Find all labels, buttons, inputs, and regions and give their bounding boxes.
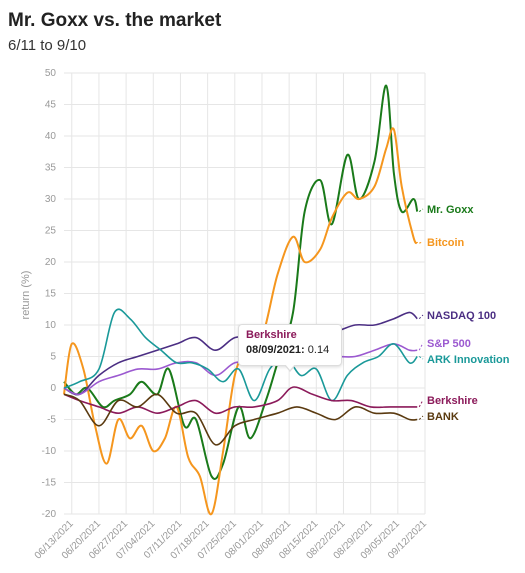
- series-line-mr-goxx[interactable]: [63, 84, 419, 480]
- y-tick-label: 0: [50, 383, 56, 394]
- series-labels: Mr. Goxx Bitcoin NASDAQ 100 S&P 500 ARK Inno…: [418, 204, 510, 423]
- tooltip-series: Berkshire: [246, 329, 297, 341]
- chart-subtitle: 6/11 to 9/10: [8, 37, 87, 54]
- series-label-leader: [418, 415, 424, 420]
- series-label-berkshire: Berkshire: [427, 395, 478, 407]
- y-tick-label: 5: [50, 352, 56, 363]
- series-label-leader: [418, 356, 424, 360]
- series-label-leader: [418, 399, 424, 408]
- y-tick-label: 10: [45, 320, 57, 331]
- series-label-leader: [418, 208, 424, 213]
- y-tick-label: 30: [45, 194, 57, 205]
- series-label-leader: [419, 241, 424, 244]
- x-axis: 06/13/202106/20/202106/27/202107/04/2021…: [33, 518, 430, 561]
- series-label-leader: [418, 342, 424, 351]
- series-label-ark-innovation: ARK Innovation: [427, 354, 510, 366]
- y-tick-label: -10: [42, 446, 57, 457]
- y-tick-label: -5: [47, 415, 56, 426]
- tooltip-date: 08/09/2021:: [246, 344, 305, 356]
- y-tick-label: 50: [45, 68, 57, 79]
- series-label-bitcoin: Bitcoin: [427, 237, 465, 249]
- series-label-nasdaq-100: NASDAQ 100: [427, 310, 496, 322]
- grid-lines: [64, 72, 426, 515]
- y-tick-label: 35: [45, 163, 57, 174]
- series-label-leader: [418, 314, 424, 320]
- y-tick-label: -15: [42, 478, 57, 489]
- series-line-berkshire[interactable]: [63, 386, 418, 415]
- chart-title: Mr. Goxx vs. the market: [8, 10, 222, 31]
- series-label-mr-goxx: Mr. Goxx: [427, 204, 474, 216]
- y-tick-label: 20: [45, 257, 57, 268]
- tooltip: Berkshire 08/09/2021: 0.14: [238, 324, 342, 366]
- y-tick-label: 45: [45, 100, 57, 111]
- series-lines[interactable]: [63, 84, 419, 516]
- y-tick-label: 15: [45, 289, 57, 300]
- tooltip-caret-fill: [285, 364, 295, 370]
- series-line-ark-innovation[interactable]: [63, 308, 418, 402]
- y-tick-label: -20: [42, 509, 57, 520]
- y-tick-label: 25: [45, 226, 57, 237]
- y-axis-label: return (%): [20, 271, 32, 320]
- y-tick-label: 40: [45, 131, 57, 142]
- series-label-s-p-500: S&P 500: [427, 338, 471, 350]
- series-line-bank[interactable]: [63, 393, 418, 446]
- series-line-bitcoin[interactable]: [63, 127, 419, 516]
- series-label-bank: BANK: [427, 411, 459, 423]
- tooltip-value: 0.14: [307, 344, 330, 356]
